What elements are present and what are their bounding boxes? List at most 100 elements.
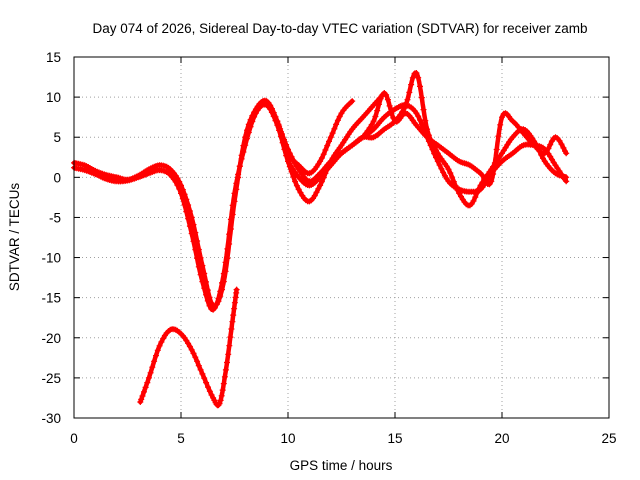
data-point-marker xyxy=(195,362,202,369)
data-point-marker xyxy=(201,375,208,382)
data-point-marker xyxy=(311,192,318,199)
data-point-marker xyxy=(213,301,220,308)
data-point-marker xyxy=(218,392,225,399)
data-point-marker xyxy=(145,374,152,381)
data-point-marker xyxy=(560,144,567,151)
y-tick-label: -5 xyxy=(49,210,61,225)
x-tick-label: 10 xyxy=(280,431,295,446)
data-point-marker xyxy=(563,150,570,157)
data-point-marker xyxy=(141,388,147,395)
data-point-marker xyxy=(543,148,550,155)
data-point-marker xyxy=(331,125,338,132)
data-point-marker xyxy=(139,393,146,399)
data-point-marker xyxy=(388,109,395,116)
data-point-marker xyxy=(408,81,415,88)
series-band xyxy=(360,90,569,187)
data-point-marker xyxy=(201,285,208,292)
x-tick-label: 5 xyxy=(177,431,185,446)
data-point-marker xyxy=(219,387,226,394)
data-point-marker xyxy=(252,110,259,117)
data-point-marker xyxy=(197,366,204,373)
series-layer xyxy=(71,70,570,409)
data-point-marker xyxy=(349,98,356,105)
data-point-marker xyxy=(283,141,290,148)
data-point-marker xyxy=(183,208,190,215)
data-point-marker xyxy=(230,312,237,319)
data-point-marker xyxy=(153,352,159,359)
data-point-marker xyxy=(449,174,456,181)
data-point-marker xyxy=(275,121,282,128)
data-point-marker xyxy=(474,189,480,196)
data-point-marker xyxy=(286,150,293,157)
data-point-marker xyxy=(220,270,227,277)
data-point-marker xyxy=(199,278,206,285)
data-point-marker xyxy=(142,384,149,391)
y-tick-label: -30 xyxy=(41,411,61,426)
data-point-marker xyxy=(317,158,324,165)
data-point-marker xyxy=(472,194,479,201)
data-point-marker xyxy=(144,379,151,386)
data-point-marker xyxy=(313,189,320,196)
data-point-marker xyxy=(547,141,554,148)
x-tick-label: 25 xyxy=(601,431,616,446)
data-point-marker xyxy=(211,304,218,311)
data-point-marker xyxy=(372,113,379,120)
data-point-marker xyxy=(327,134,334,141)
data-point-marker xyxy=(292,178,299,185)
data-point-marker xyxy=(194,255,201,262)
data-point-marker xyxy=(470,198,477,204)
data-point-marker xyxy=(481,175,488,182)
chart-title: Day 074 of 2026, Sidereal Day-to-day VTE… xyxy=(93,21,588,36)
data-point-marker xyxy=(417,83,423,90)
data-point-marker xyxy=(289,165,296,172)
data-point-marker xyxy=(420,106,427,113)
data-point-marker xyxy=(226,342,233,349)
data-point-marker xyxy=(334,117,341,124)
data-point-marker xyxy=(402,102,409,109)
series-track-b xyxy=(71,90,388,313)
data-point-marker xyxy=(418,94,425,101)
data-point-marker xyxy=(268,109,275,116)
y-tick-label: 0 xyxy=(53,170,61,185)
plot-frame xyxy=(73,56,610,419)
data-point-marker xyxy=(251,113,258,120)
data-point-marker xyxy=(452,182,459,189)
data-point-marker xyxy=(404,96,411,103)
data-point-marker xyxy=(176,185,183,192)
data-point-marker xyxy=(370,118,377,125)
data-point-marker xyxy=(495,133,502,140)
data-point-marker xyxy=(221,373,228,380)
data-point-marker xyxy=(151,358,158,365)
data-point-marker xyxy=(192,246,199,253)
data-point-marker xyxy=(383,91,390,98)
data-point-marker xyxy=(220,380,227,387)
data-point-marker xyxy=(336,113,343,120)
data-point-marker xyxy=(409,74,416,81)
data-point-marker xyxy=(454,187,461,193)
data-point-marker xyxy=(375,101,382,108)
data-point-marker xyxy=(270,113,277,120)
data-point-marker xyxy=(324,142,331,149)
data-point-marker xyxy=(295,186,302,193)
y-tick-label: 10 xyxy=(46,90,61,105)
data-point-marker xyxy=(440,169,447,176)
data-point-marker xyxy=(422,117,429,124)
data-point-marker xyxy=(231,190,238,197)
data-point-marker xyxy=(156,342,163,349)
data-point-marker xyxy=(227,216,234,223)
data-point-marker xyxy=(240,149,247,155)
data-point-marker xyxy=(433,147,439,154)
data-point-marker xyxy=(185,215,192,222)
data-point-marker xyxy=(138,396,145,403)
y-tick-label: 5 xyxy=(53,130,61,145)
data-point-marker xyxy=(216,400,223,407)
data-point-marker xyxy=(203,291,209,298)
data-point-marker xyxy=(181,201,188,208)
data-point-marker xyxy=(366,125,373,131)
data-point-marker xyxy=(413,70,420,76)
data-point-marker xyxy=(317,182,324,189)
data-point-marker xyxy=(283,152,290,159)
data-point-marker xyxy=(158,339,165,345)
data-point-marker xyxy=(488,178,495,185)
